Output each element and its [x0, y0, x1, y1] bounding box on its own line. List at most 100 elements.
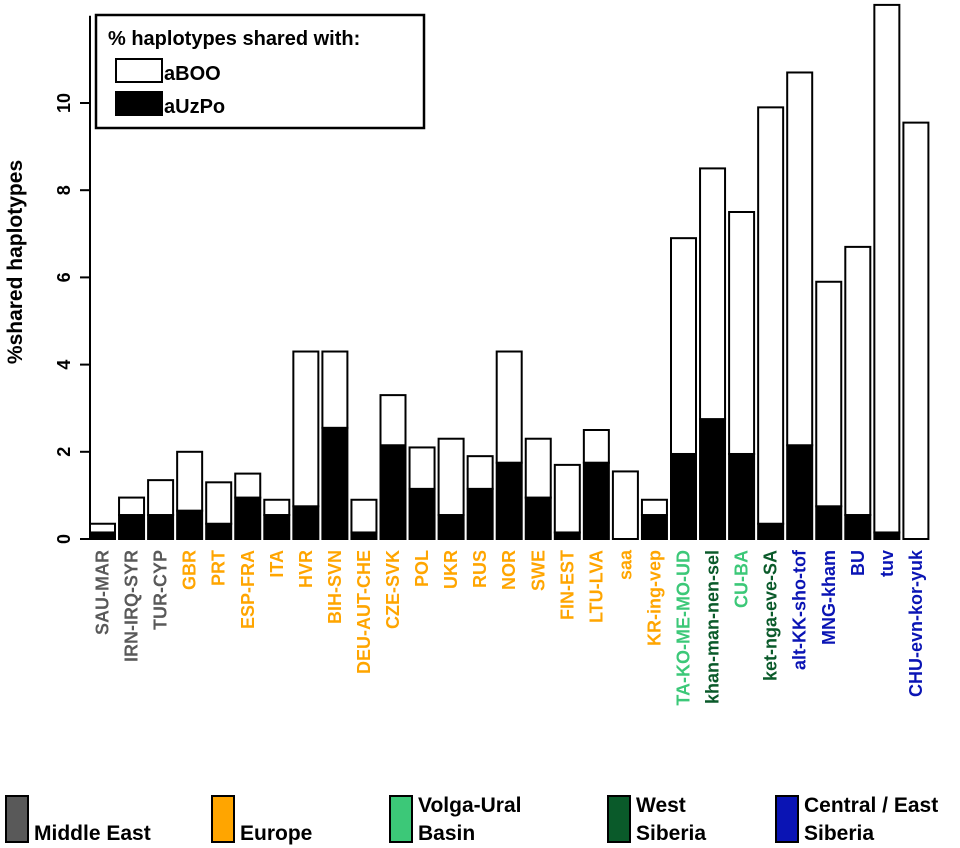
bar-aUzPo [670, 452, 697, 541]
region-swatch [775, 795, 799, 843]
legend-label-aUzPo: aUzPo [164, 96, 225, 118]
bar-aBOO [408, 446, 436, 490]
bar-aBOO [699, 167, 727, 421]
region-label: Central / East [804, 794, 938, 817]
category-label: ket-nga-eve-SA [761, 550, 781, 681]
bar-aBOO [437, 437, 465, 517]
legend-swatch-aUzPo [115, 91, 163, 116]
legend-label-aBOO: aBOO [164, 63, 221, 85]
bar-aUzPo [292, 505, 320, 540]
region-label: Siberia [804, 822, 874, 845]
region-label: Middle East [34, 822, 151, 845]
category-label: POL [412, 550, 432, 587]
category-label: NOR [499, 550, 519, 590]
bar-aUzPo [815, 505, 843, 540]
bar-aBOO [844, 245, 872, 517]
y-tick-label: 6 [54, 272, 74, 282]
bar-aBOO [495, 350, 523, 464]
bar-aUzPo [147, 514, 175, 541]
bar-aBOO [263, 498, 291, 517]
bar-aBOO [902, 121, 930, 541]
region-label: Siberia [636, 822, 706, 845]
category-label: alt-KK-sho-tof [790, 549, 810, 670]
bar-aBOO [205, 481, 233, 525]
category-label: BU [848, 550, 868, 576]
bar-aUzPo [118, 514, 146, 541]
bar-aUzPo [437, 514, 465, 541]
category-label: LTU-LVA [586, 550, 606, 623]
y-axis-label: %shared haplotypes [4, 160, 27, 364]
bar-aUzPo [699, 418, 727, 541]
category-label: DEU-AUT-CHE [354, 550, 374, 674]
region-label: Basin [418, 822, 475, 845]
category-label: TUR-CYP [151, 550, 171, 630]
category-label: FIN-EST [557, 550, 577, 620]
category-label: ITA [267, 550, 287, 578]
bar-aUzPo [495, 461, 523, 541]
bar-aUzPo [205, 522, 233, 540]
bar-aBOO [728, 211, 756, 455]
bar-aBOO [611, 470, 639, 541]
category-label: SAU-MAR [93, 550, 113, 635]
category-label: UKR [441, 550, 461, 589]
bar-aBOO [89, 522, 116, 534]
bar-aUzPo [844, 514, 872, 541]
category-label: BIH-SVN [325, 550, 345, 624]
bar-aUzPo [728, 452, 756, 541]
bars [89, 3, 930, 541]
bar-aUzPo [321, 426, 349, 541]
region-label: West [636, 794, 686, 817]
bar-aBOO [640, 498, 668, 517]
region-swatch [5, 795, 29, 843]
category-label: CHU-evn-kor-yuk [906, 549, 926, 697]
category-label: khan-man-nen-sel [703, 550, 723, 704]
bar-aBOO [118, 496, 146, 517]
bar-aBOO [786, 71, 814, 447]
category-label: ESP-FRA [238, 550, 258, 629]
category-label: saa [615, 549, 635, 580]
region-swatch [211, 795, 235, 843]
category-label: CZE-SVK [383, 550, 403, 629]
bar-aBOO [553, 463, 581, 534]
category-labels: SAU-MAR IRN-IRQ-SYR TUR-CYP GBR PRT ESP-FRA IT… [93, 549, 926, 706]
region-swatch [607, 795, 631, 843]
bar-aBOO [466, 455, 494, 490]
category-label: IRN-IRQ-SYR [122, 550, 142, 662]
y-tick-label: 0 [54, 534, 74, 544]
bar-aUzPo [524, 496, 552, 540]
region-swatch [389, 795, 413, 843]
bar-aBOO [757, 106, 785, 525]
bar-aUzPo [408, 487, 436, 540]
bar-aBOO [670, 237, 697, 455]
bar-aBOO [234, 472, 262, 499]
y-axis: 0 2 4 6 8 10 [54, 15, 91, 544]
bar-aUzPo [466, 487, 494, 540]
category-label: RUS [470, 550, 490, 588]
y-tick-label: 2 [54, 447, 74, 457]
bar-aBOO [147, 479, 175, 517]
bar-aBOO [292, 350, 320, 508]
y-tick-label: 8 [54, 185, 74, 195]
bar-aUzPo [176, 509, 204, 541]
y-tick-label: 10 [54, 93, 74, 113]
bar-aUzPo [640, 514, 668, 541]
bar-aBOO [321, 350, 349, 429]
legend-swatch-aBOO [115, 58, 163, 83]
category-label: CU-BA [732, 550, 752, 608]
category-label: GBR [180, 550, 200, 590]
y-tick-label: 4 [54, 360, 74, 370]
category-label: PRT [209, 550, 229, 586]
bar-aBOO [815, 280, 843, 508]
bar-aBOO [582, 429, 610, 464]
bar-aUzPo [582, 461, 610, 541]
bar-aBOO [873, 3, 901, 534]
category-label: HVR [296, 550, 316, 588]
category-label: TA-KO-ME-MO-UD [674, 550, 694, 706]
bar-aUzPo [786, 444, 814, 541]
category-label: MNG-kham [819, 550, 839, 645]
region-label: Europe [240, 822, 312, 845]
region-label: Volga-Ural [418, 794, 521, 817]
bar-aUzPo [263, 514, 291, 541]
bar-aUzPo [379, 444, 407, 541]
region-legend: Middle East Europe Volga-Ural Basin West Sibe… [5, 794, 938, 845]
